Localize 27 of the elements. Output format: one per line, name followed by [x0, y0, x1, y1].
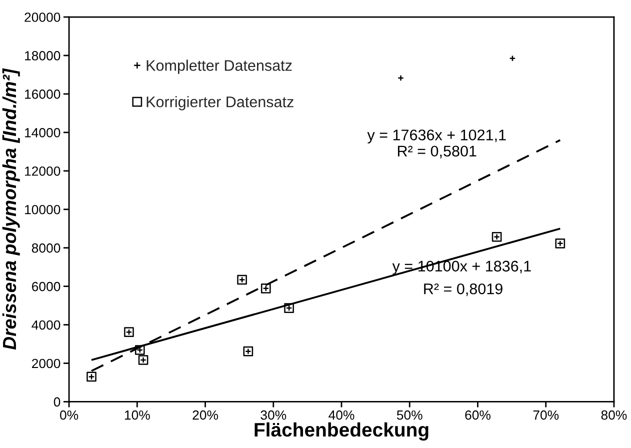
x-tick-label: 0%	[60, 410, 78, 420]
y-tick-label: 4000	[32, 320, 60, 330]
y-tick-label: 12000	[25, 166, 60, 176]
annotation: y = 17636x + 1021,1	[367, 130, 506, 144]
y-tick-label: 0	[54, 397, 60, 407]
y-tick-label: 10000	[25, 204, 60, 214]
x-tick-label: 10%	[124, 410, 150, 420]
y-tick-label: 2000	[32, 358, 60, 368]
x-tick-label: 60%	[465, 410, 490, 420]
legend-label: Korrigierter Datensatz	[146, 96, 294, 110]
y-tick-label: 6000	[32, 282, 60, 292]
legend-label: Kompletter Datensatz	[146, 60, 292, 74]
y-tick-label: 14000	[25, 128, 60, 138]
x-tick-label: 70%	[533, 410, 559, 420]
x-tick-label: 20%	[192, 410, 218, 420]
y-axis-title: Dreissena polymorpha [Ind./m²]	[2, 68, 20, 350]
x-tick-label: 40%	[328, 410, 354, 420]
y-tick-label: 8000	[32, 243, 60, 253]
y-tick-label: 18000	[25, 51, 60, 60]
y-tick-label: 16000	[25, 90, 60, 99]
annotation: R² = 0,5801	[398, 146, 476, 158]
x-tick-label: 50%	[396, 410, 422, 420]
x-axis-title: Flächenbedeckung	[254, 422, 428, 441]
annotation: R² = 0,8019	[424, 283, 502, 296]
y-tick-label: 20000	[24, 12, 60, 22]
x-tick-label: 80%	[601, 410, 627, 420]
x-tick-label: 30%	[260, 410, 286, 420]
